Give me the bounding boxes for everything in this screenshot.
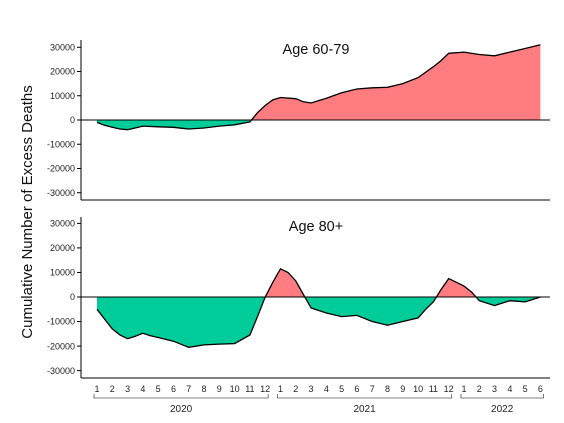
year-label: 2021 (353, 404, 376, 415)
y-tick-label: -20000 (47, 341, 75, 351)
y-tick-label: 30000 (50, 42, 75, 52)
x-tick-label: 2 (477, 384, 482, 394)
panel-title: Age 80+ (289, 219, 343, 235)
year-bracket (277, 394, 453, 399)
y-tick-label: -10000 (47, 139, 75, 149)
positive-area (97, 268, 541, 297)
y-tick-label: -30000 (47, 366, 75, 376)
x-tick-label: 1 (461, 384, 466, 394)
x-tick-label: 11 (429, 384, 438, 394)
x-tick-label: 12 (444, 384, 454, 394)
x-tick-label: 4 (507, 384, 512, 394)
year-label: 2022 (491, 404, 514, 415)
x-tick-label: 1 (278, 384, 283, 394)
x-tick-label: 3 (309, 384, 314, 394)
x-tick-label: 6 (171, 384, 176, 394)
x-tick-label: 6 (538, 384, 543, 394)
x-tick-label: 7 (186, 384, 191, 394)
y-tick-label: 0 (70, 292, 75, 302)
x-tick-label: 2 (110, 384, 115, 394)
x-tick-label: 8 (202, 384, 207, 394)
y-tick-label: 20000 (50, 67, 75, 77)
x-tick-label: 10 (230, 384, 240, 394)
x-tick-label: 5 (339, 384, 344, 394)
year-bracket (93, 394, 269, 399)
panel-title: Age 60-79 (283, 42, 350, 58)
x-tick-label: 4 (324, 384, 329, 394)
x-tick-label: 5 (523, 384, 528, 394)
panel-1: 30000 20000 10000 0 -10000 -20000 -30000 Age 60… (47, 40, 550, 201)
x-tick-label: 2 (293, 384, 298, 394)
x-tick-label: 3 (125, 384, 130, 394)
x-tick-label: 7 (370, 384, 375, 394)
x-tick-label: 1 (94, 384, 99, 394)
y-tick-label: 20000 (50, 243, 75, 253)
x-tick-label: 3 (492, 384, 497, 394)
y-tick-label: -30000 (47, 188, 75, 198)
x-tick-label: 6 (354, 384, 359, 394)
panel-2: 30000 20000 10000 0 -10000 -20000 -30000 Age 80… (47, 217, 550, 379)
chart-panels: 30000 20000 10000 0 -10000 -20000 -30000 Age 60… (47, 40, 550, 379)
y-axis-label: Cumulative Number of Excess Deaths (19, 85, 36, 338)
year-label: 2020 (170, 404, 193, 415)
x-axis: 1 2 3 4 5 6 7 8 9 10 11 12 1 2 3 4 5 6 7 8 9 10 11 12 1 2 3 4 5 62020… (93, 384, 544, 415)
x-tick-label: 4 (140, 384, 145, 394)
x-tick-label: 9 (400, 384, 405, 394)
x-tick-label: 8 (385, 384, 390, 394)
x-tick-label: 5 (156, 384, 161, 394)
negative-area (97, 297, 541, 348)
y-tick-label: 30000 (50, 219, 75, 229)
y-tick-label: 10000 (50, 91, 75, 101)
x-tick-label: 12 (260, 384, 270, 394)
y-tick-label: 0 (70, 115, 75, 125)
y-tick-label: -20000 (47, 164, 75, 174)
year-bracket (460, 394, 544, 399)
x-tick-label: 10 (413, 384, 423, 394)
y-tick-label: -10000 (47, 317, 75, 327)
x-tick-label: 9 (217, 384, 222, 394)
series-line (96, 267, 541, 348)
positive-area (97, 44, 541, 120)
y-tick-label: 10000 (50, 268, 75, 278)
x-tick-label: 11 (245, 384, 254, 394)
series-line (96, 44, 541, 131)
